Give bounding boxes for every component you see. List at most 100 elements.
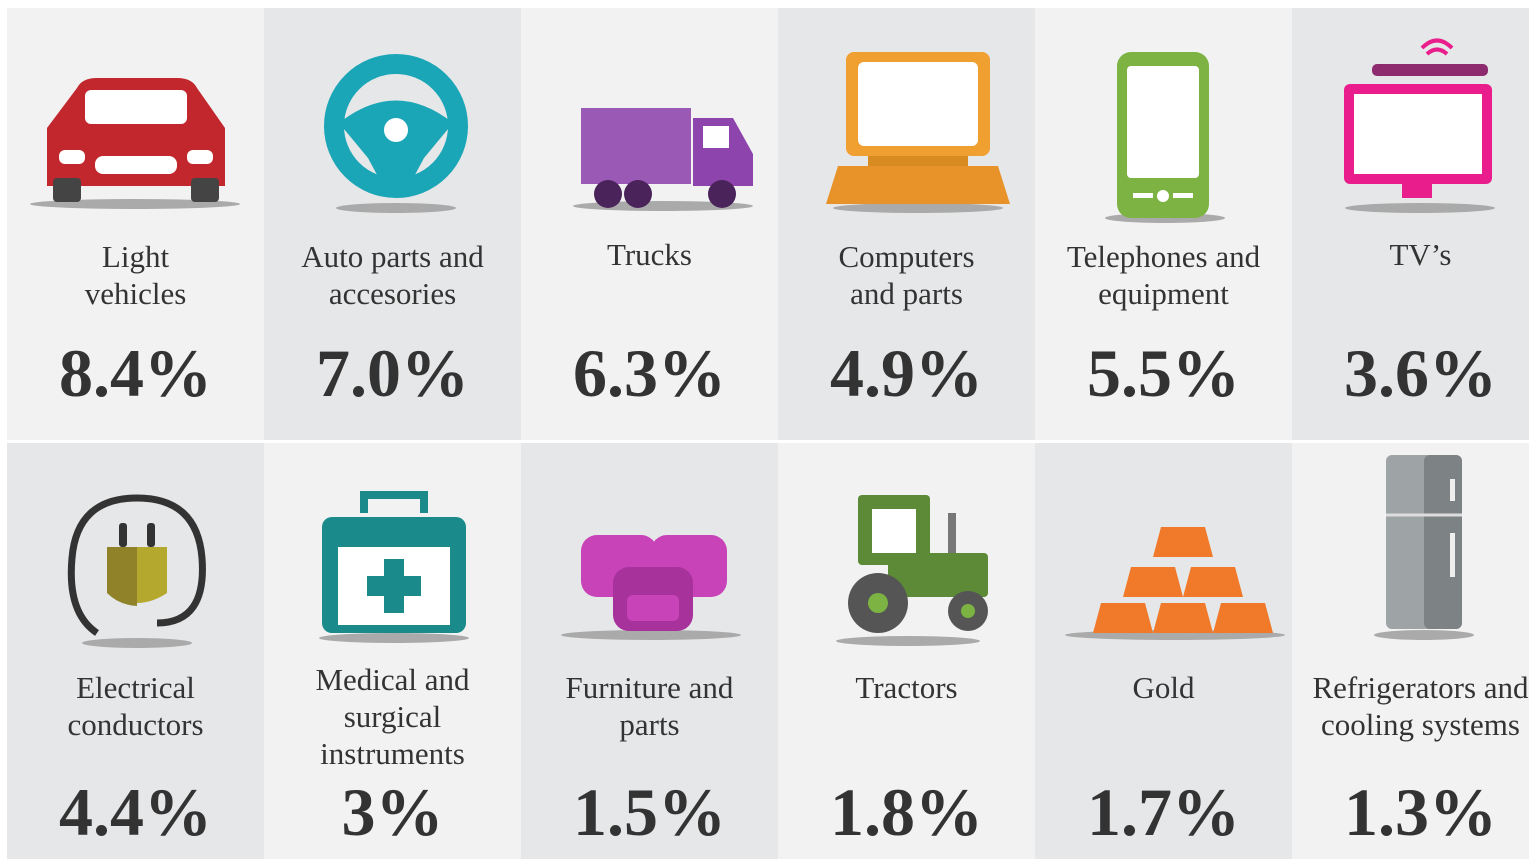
icon <box>1035 8 1292 228</box>
label-line: Computers <box>778 238 1035 275</box>
tile-value: 1.3% <box>1292 773 1529 852</box>
label-line: Telephones and <box>1035 238 1292 275</box>
tile-label: TV’s <box>1292 236 1529 273</box>
window <box>703 126 729 148</box>
tile: TV’s 3.6% <box>1292 8 1529 440</box>
label-line: Gold <box>1035 669 1292 706</box>
tile-label: Telephones andequipment <box>1035 238 1292 312</box>
label-line: and parts <box>778 275 1035 312</box>
headlight <box>59 150 85 164</box>
label-line: conductors <box>7 706 264 743</box>
shadow <box>319 633 469 643</box>
gold-bar <box>1123 567 1183 597</box>
tile-value: 1.5% <box>521 773 778 852</box>
stand <box>868 156 968 166</box>
icon <box>264 8 521 228</box>
screen <box>858 62 978 146</box>
icon <box>7 443 264 663</box>
label-line: cooling systems <box>1292 706 1529 743</box>
gold-bar <box>1093 603 1153 633</box>
label-line: equipment <box>1035 275 1292 312</box>
tile: Gold 1.7% <box>1035 443 1292 859</box>
tile: Tractors 1.8% <box>778 443 1035 859</box>
label-line: accesories <box>264 275 521 312</box>
tile-value: 7.0% <box>264 334 521 413</box>
plug-shade <box>107 547 137 606</box>
label-line: Refrigerators and <box>1292 669 1529 706</box>
tile-value: 8.4% <box>7 334 264 413</box>
label-line: vehicles <box>7 275 264 312</box>
shadow <box>1374 630 1474 640</box>
cargo <box>581 108 691 184</box>
icon <box>778 8 1035 228</box>
wheel <box>53 178 81 202</box>
tile-value: 3% <box>264 773 521 852</box>
handle <box>1450 479 1455 501</box>
wheel <box>708 180 736 208</box>
wheel <box>191 178 219 202</box>
gold-bar <box>1153 603 1213 633</box>
icon <box>7 8 264 228</box>
fridge-shade <box>1424 455 1462 629</box>
exhaust <box>948 513 956 553</box>
icon <box>1292 8 1529 228</box>
hub <box>868 593 888 613</box>
label-line: surgical <box>264 698 521 735</box>
gold-bar <box>1153 527 1213 557</box>
handle <box>1450 533 1455 577</box>
speaker <box>1133 193 1153 198</box>
infographic: Lightvehicles 8.4% Auto parts andaccesori… <box>0 0 1529 859</box>
label-line: Electrical <box>7 669 264 706</box>
gold-bar <box>1213 603 1273 633</box>
shadow <box>82 638 192 648</box>
windshield <box>85 90 187 124</box>
label-line: Medical and <box>264 661 521 698</box>
tile-value: 1.8% <box>778 773 1035 852</box>
speaker <box>1173 193 1193 198</box>
shadow <box>833 203 1003 213</box>
shadow <box>836 636 980 646</box>
icon <box>521 443 778 663</box>
wheel <box>594 180 622 208</box>
tile-value: 4.9% <box>778 334 1035 413</box>
home-button <box>1157 190 1169 202</box>
tile-value: 4.4% <box>7 773 264 852</box>
phone-screen <box>1127 66 1199 178</box>
tile-value: 3.6% <box>1292 334 1529 413</box>
wifi <box>1422 41 1452 55</box>
label-line: Auto parts and <box>264 238 521 275</box>
shadow <box>336 203 456 213</box>
tile-label: Gold <box>1035 669 1292 706</box>
prong <box>119 523 127 547</box>
cross <box>367 576 421 596</box>
shadow <box>561 630 741 640</box>
label-line: instruments <box>264 735 521 772</box>
hub <box>384 118 408 142</box>
hub <box>961 604 975 618</box>
label-line: Tractors <box>778 669 1035 706</box>
tile-value: 1.7% <box>1035 773 1292 852</box>
icon <box>778 443 1035 663</box>
shadow <box>1345 203 1495 213</box>
label-line: Light <box>7 238 264 275</box>
grille <box>95 156 177 174</box>
label-line: Furniture and <box>521 669 778 706</box>
tile-value: 6.3% <box>521 334 778 413</box>
tv-screen <box>1354 94 1482 174</box>
headlight <box>187 150 213 164</box>
label-line: TV’s <box>1292 236 1529 273</box>
icon <box>1035 443 1292 663</box>
prong <box>147 523 155 547</box>
